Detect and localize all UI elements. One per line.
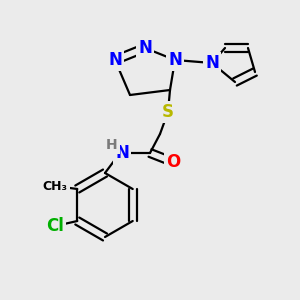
Text: O: O bbox=[166, 153, 180, 171]
Text: Cl: Cl bbox=[46, 217, 64, 235]
Text: CH₃: CH₃ bbox=[43, 179, 68, 193]
Text: S: S bbox=[162, 103, 174, 121]
Text: N: N bbox=[115, 144, 129, 162]
Text: N: N bbox=[108, 51, 122, 69]
Text: H: H bbox=[106, 138, 118, 152]
Text: N: N bbox=[205, 54, 219, 72]
Text: N: N bbox=[138, 39, 152, 57]
Text: N: N bbox=[168, 51, 182, 69]
